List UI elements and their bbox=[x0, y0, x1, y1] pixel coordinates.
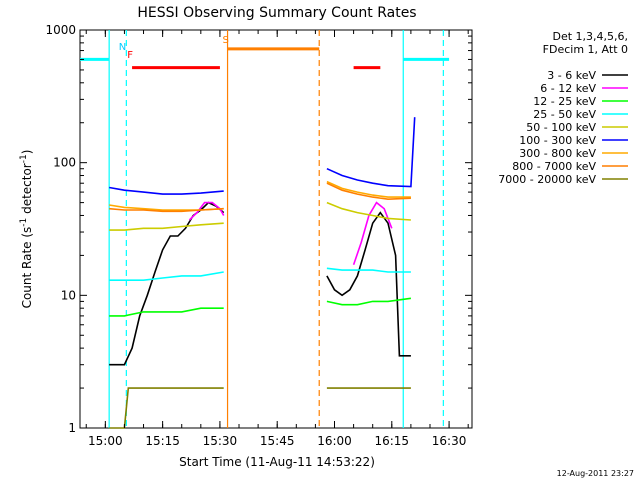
x-tick-label: 15:30 bbox=[203, 434, 238, 448]
series-line bbox=[109, 271, 224, 282]
legend-entry-label: 3 - 6 keV bbox=[547, 69, 596, 82]
series-line bbox=[109, 201, 225, 366]
y-tick-label: 10 bbox=[61, 288, 76, 302]
series-line bbox=[109, 387, 224, 429]
series-line bbox=[326, 267, 411, 273]
legend-entry-label: 6 - 12 keV bbox=[540, 82, 596, 95]
series-line bbox=[326, 211, 411, 357]
series-line bbox=[326, 201, 411, 221]
flag-label: S bbox=[222, 35, 228, 46]
series-line bbox=[326, 117, 416, 188]
series-line bbox=[326, 180, 411, 198]
x-axis-label: Start Time (11-Aug-11 14:53:22) bbox=[179, 455, 375, 469]
x-tick-label: 16:15 bbox=[374, 434, 409, 448]
y-label-part: Count Rate (s bbox=[20, 227, 34, 309]
series-line bbox=[109, 207, 224, 213]
y-axis: 1 10 100 1000 bbox=[45, 23, 472, 435]
flag-labels: NF S bbox=[119, 35, 229, 61]
series-line bbox=[188, 201, 225, 221]
y-label-part: ) bbox=[20, 150, 34, 155]
series-lines bbox=[109, 117, 416, 429]
y-label-exp: -1 bbox=[19, 154, 29, 163]
legend-header-line: Det 1,3,4,5,6, bbox=[552, 30, 628, 43]
x-tick-label: 16:30 bbox=[432, 434, 467, 448]
legend: Det 1,3,4,5,6, FDecim 1, Att 0 3 - 6 keV… bbox=[498, 30, 628, 186]
legend-entry-label: 50 - 100 keV bbox=[526, 121, 596, 134]
x-tick-label: 15:15 bbox=[145, 434, 180, 448]
y-label-part: detector bbox=[20, 163, 34, 218]
series-line bbox=[109, 186, 224, 195]
y-label-exp: -1 bbox=[19, 218, 29, 227]
plot-frame bbox=[79, 29, 473, 429]
footer-date: 12-Aug-2011 23:27 bbox=[557, 469, 634, 478]
legend-entry-label: 12 - 25 keV bbox=[533, 95, 596, 108]
status-bars bbox=[80, 47, 450, 70]
x-axis: 15:00 15:15 15:30 15:45 16:00 16:15 16:30 bbox=[85, 30, 469, 448]
x-tick-label: 15:00 bbox=[88, 434, 123, 448]
series-line bbox=[109, 307, 224, 317]
flag-label: F bbox=[127, 50, 133, 61]
y-tick-label: 1 bbox=[68, 421, 76, 435]
y-axis-label: Count Rate (s-1 detector-1) bbox=[19, 150, 34, 309]
series-line bbox=[326, 297, 412, 306]
legend-entry-label: 800 - 7000 keV bbox=[512, 160, 596, 173]
series-line bbox=[109, 222, 224, 231]
y-tick-label: 1000 bbox=[45, 23, 76, 37]
chart-title: HESSI Observing Summary Count Rates bbox=[137, 5, 416, 21]
series-line bbox=[352, 201, 393, 266]
x-tick-label: 16:00 bbox=[317, 434, 352, 448]
legend-entry-label: 300 - 800 keV bbox=[519, 147, 596, 160]
y-tick-label: 100 bbox=[53, 156, 76, 170]
legend-entry-label: 100 - 300 keV bbox=[519, 134, 596, 147]
legend-entry-label: 25 - 50 keV bbox=[533, 108, 596, 121]
legend-header-line: FDecim 1, Att 0 bbox=[543, 43, 628, 56]
series-line bbox=[326, 182, 411, 201]
legend-entry-label: 7000 - 20000 keV bbox=[498, 173, 596, 186]
flag-label: N bbox=[119, 42, 126, 53]
x-tick-label: 15:45 bbox=[260, 434, 295, 448]
